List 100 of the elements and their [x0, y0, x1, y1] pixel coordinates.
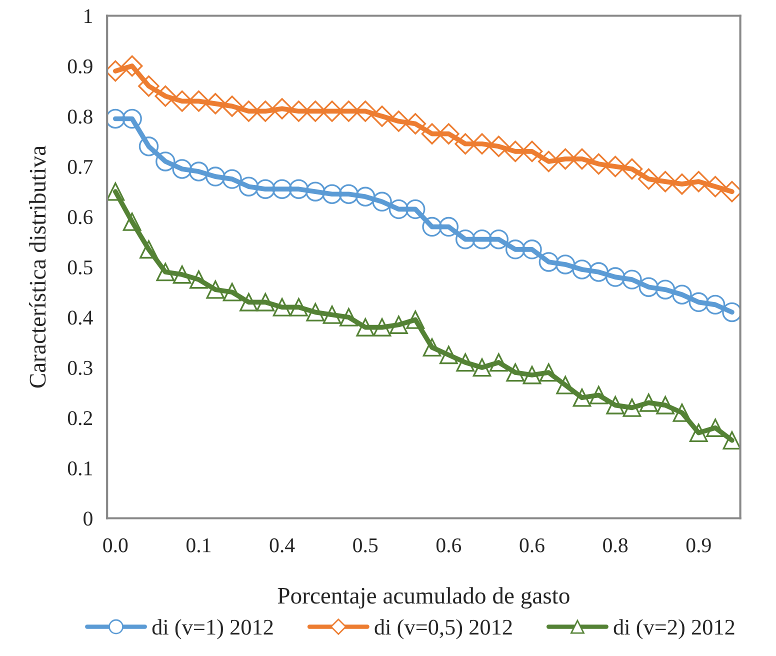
point: [406, 199, 426, 220]
point: [356, 186, 376, 207]
point: [306, 182, 326, 202]
point: [656, 396, 674, 414]
y-tick-label: 0.2: [68, 411, 92, 426]
point: [156, 262, 175, 282]
point: [672, 404, 692, 422]
point: [654, 170, 676, 192]
point: [371, 106, 393, 127]
point: [338, 184, 359, 204]
point: [522, 366, 542, 384]
point: [722, 431, 740, 450]
point: [188, 162, 209, 182]
y-tick-label: 0.4: [68, 310, 93, 325]
point: [288, 179, 309, 199]
point: [406, 310, 425, 329]
point: [107, 108, 126, 129]
point: [222, 169, 242, 189]
point: [538, 252, 559, 272]
point: [322, 184, 342, 204]
point: [204, 93, 226, 114]
x-tick-label: 0.8: [603, 538, 628, 552]
y-tick-label: 0: [84, 512, 92, 526]
point: [156, 152, 176, 172]
legend-label: di (v=2) 2012: [614, 619, 734, 640]
point: [604, 156, 626, 178]
point: [455, 229, 476, 250]
point: [540, 363, 558, 382]
point: [704, 176, 726, 198]
point: [554, 148, 576, 170]
y-tick-label: 0.7: [68, 160, 93, 174]
point: [222, 282, 242, 302]
point: [688, 170, 710, 192]
point: [638, 277, 659, 297]
point: [138, 136, 159, 156]
point: [490, 353, 508, 372]
point: [522, 240, 542, 260]
point: [671, 173, 693, 195]
x-tick-label: 0.5: [353, 538, 378, 552]
point: [154, 85, 176, 107]
point: [456, 353, 475, 372]
point: [438, 123, 460, 144]
point: [605, 267, 626, 287]
point: [722, 302, 740, 322]
point: [538, 150, 560, 172]
x-tick-label: 0.6: [436, 538, 462, 552]
point: [705, 294, 726, 315]
point: [140, 240, 158, 259]
y-axis-title: Característica distributiva: [29, 146, 46, 388]
point: [639, 393, 658, 412]
point: [172, 159, 192, 179]
point: [655, 280, 676, 300]
point: [388, 199, 409, 220]
point: [556, 376, 575, 394]
point: [256, 293, 275, 312]
point: [206, 166, 226, 186]
point: [306, 303, 325, 322]
point: [172, 265, 192, 284]
point: [271, 98, 293, 120]
point: [505, 240, 526, 260]
y-tick-label: 0.1: [68, 461, 92, 476]
point: [190, 270, 208, 289]
point: [256, 179, 276, 199]
point: [588, 262, 609, 282]
point: [472, 229, 492, 250]
point: [372, 192, 392, 212]
point: [506, 363, 525, 382]
point: [572, 260, 592, 280]
point: [438, 216, 459, 237]
point: [322, 306, 342, 324]
x-tick-label: 0.6: [520, 538, 544, 552]
point: [138, 75, 160, 97]
point: [221, 96, 243, 117]
point: [689, 424, 708, 442]
point: [504, 140, 526, 162]
x-tick-label: 0.9: [686, 538, 711, 552]
point: [238, 176, 259, 196]
point: [122, 212, 142, 231]
legend-label: di (v=0,5) 2012: [374, 619, 512, 640]
point: [390, 316, 408, 334]
point: [240, 293, 258, 312]
point: [188, 90, 210, 112]
point: [272, 179, 292, 199]
point: [272, 298, 292, 316]
point: [356, 318, 375, 336]
point: [589, 386, 608, 404]
point: [588, 153, 610, 175]
point: [572, 388, 592, 407]
y-tick-label: 0.5: [68, 260, 92, 275]
point: [621, 158, 643, 180]
point: [606, 396, 624, 414]
x-tick-label: 0.0: [103, 538, 128, 552]
point: [472, 358, 492, 377]
y-tick-label: 0.9: [68, 59, 92, 74]
point: [107, 182, 125, 201]
y-tick-label: 0.8: [68, 110, 92, 124]
point: [622, 398, 642, 417]
point: [706, 418, 724, 437]
point: [488, 136, 510, 158]
y-tick-label: 0.6: [68, 210, 93, 224]
